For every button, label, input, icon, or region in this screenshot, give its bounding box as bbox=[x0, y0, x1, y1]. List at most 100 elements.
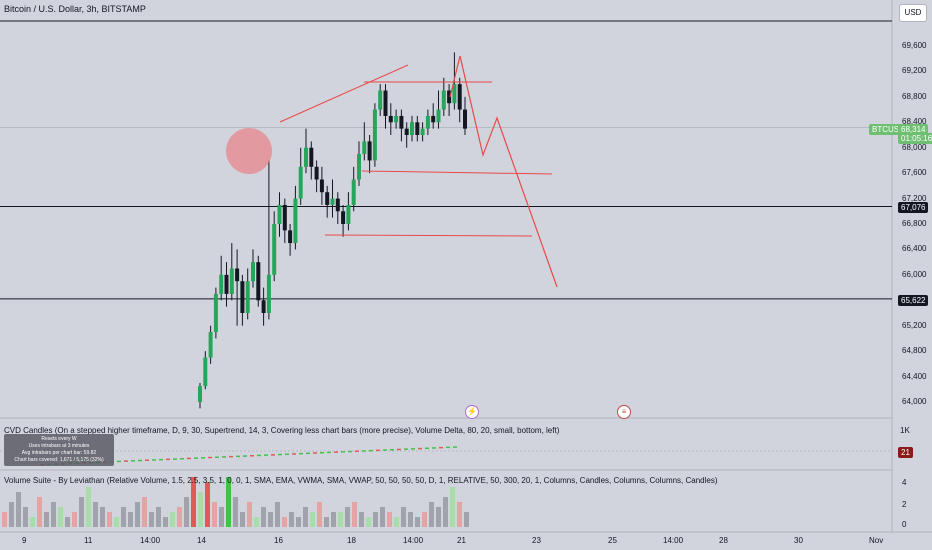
us-flag-icon[interactable]: ≡ bbox=[617, 405, 631, 419]
volume-axis-label: 0 bbox=[902, 520, 907, 529]
cvd-candle bbox=[411, 448, 415, 450]
last-price-tag: 68,314 bbox=[898, 124, 929, 135]
candle-body bbox=[367, 141, 372, 161]
cvd-candle bbox=[117, 460, 121, 463]
price-axis-label: 66,800 bbox=[902, 219, 927, 228]
volume-bar bbox=[464, 512, 469, 527]
time-axis-label: 25 bbox=[608, 536, 617, 545]
price-axis-label: 68,800 bbox=[902, 91, 927, 101]
volume-bar bbox=[247, 502, 252, 527]
candle-body bbox=[394, 115, 399, 123]
volume-bar bbox=[457, 502, 462, 527]
cvd-candle bbox=[229, 455, 233, 458]
info-line: Chart bars covered: 1,671 / 5,175 (32%) bbox=[14, 457, 104, 463]
volume-bar bbox=[422, 512, 427, 527]
candle-body bbox=[319, 179, 324, 193]
cvd-candle bbox=[390, 449, 394, 451]
support-drawing bbox=[324, 234, 533, 237]
volume-bar bbox=[79, 497, 84, 527]
candle-body bbox=[431, 115, 436, 123]
time-axis-label: 28 bbox=[719, 536, 728, 545]
candle-body bbox=[335, 198, 340, 212]
volume-bar bbox=[240, 512, 245, 527]
cvd-candle bbox=[376, 449, 380, 452]
cvd-candle bbox=[327, 451, 331, 454]
price-axis-label: 69,600 bbox=[902, 41, 927, 50]
price-axis-label: 67,200 bbox=[902, 193, 927, 203]
cvd-indicator-label[interactable]: CVD Candles (On a stepped higher timefra… bbox=[4, 426, 560, 435]
volume-bar bbox=[352, 502, 357, 527]
volume-bar bbox=[275, 502, 280, 527]
candle-body bbox=[277, 204, 282, 224]
candle-body bbox=[463, 109, 467, 129]
countdown-tag: 01:05:16 bbox=[898, 133, 932, 144]
candle-body bbox=[452, 84, 457, 104]
cvd-candle bbox=[271, 454, 275, 456]
candle-body bbox=[203, 357, 208, 387]
volume-bar bbox=[450, 487, 455, 527]
time-axis-label: 14:00 bbox=[663, 536, 684, 545]
volume-bar bbox=[86, 487, 91, 527]
volume-bar bbox=[156, 507, 161, 527]
volume-bar bbox=[429, 502, 434, 527]
candle-body bbox=[251, 262, 255, 282]
cvd-candle bbox=[292, 453, 296, 455]
time-axis-label: 9 bbox=[22, 536, 27, 545]
cvd-candle bbox=[152, 459, 156, 461]
candle-body bbox=[298, 166, 303, 199]
candle-body bbox=[447, 90, 452, 104]
candle-body bbox=[309, 147, 314, 167]
volume-bar bbox=[303, 507, 308, 527]
price-axis-label: 68,400 bbox=[902, 117, 927, 127]
cvd-candle bbox=[299, 452, 303, 455]
cvd-candle bbox=[306, 452, 310, 455]
candle-body bbox=[362, 141, 367, 155]
volume-bar bbox=[387, 512, 392, 527]
time-axis-label: 18 bbox=[347, 536, 356, 545]
candle-body bbox=[330, 198, 335, 205]
volume-bar bbox=[121, 507, 126, 527]
delta-value-tag: 21 bbox=[898, 447, 913, 458]
cvd-candle bbox=[404, 448, 408, 450]
candle-body bbox=[410, 122, 414, 135]
volume-bar bbox=[177, 507, 182, 527]
lightning-icon[interactable]: ⚡ bbox=[465, 405, 479, 419]
cvd-candle bbox=[145, 459, 149, 461]
time-axis-label: 16 bbox=[274, 536, 283, 545]
volume-bar bbox=[114, 517, 119, 527]
info-line: Avg intrabars per chart bar: 59.82 bbox=[21, 450, 97, 456]
candle-body bbox=[357, 154, 361, 180]
volume-bar bbox=[44, 512, 49, 527]
volume-bar bbox=[282, 517, 287, 527]
volume-bar bbox=[233, 497, 238, 527]
volume-bar bbox=[93, 502, 98, 527]
volume-bar bbox=[359, 512, 364, 527]
volume-bar bbox=[170, 512, 175, 527]
time-axis-label: 23 bbox=[532, 536, 541, 545]
cvd-candle bbox=[257, 454, 261, 457]
volume-bar bbox=[37, 497, 42, 527]
cvd-candle bbox=[250, 455, 254, 457]
time-axis-label: 14:00 bbox=[140, 536, 161, 545]
candle-body bbox=[457, 84, 462, 110]
cvd-candle bbox=[285, 453, 289, 455]
projection-path-drawing bbox=[449, 55, 558, 288]
currency-button[interactable]: USD bbox=[899, 4, 927, 22]
volume-bar bbox=[219, 507, 224, 527]
candle-body bbox=[378, 90, 383, 110]
volume-bar bbox=[261, 507, 266, 527]
candle-body bbox=[282, 204, 287, 231]
support-drawing bbox=[361, 170, 553, 175]
cvd-candle bbox=[439, 446, 443, 449]
cvd-candle bbox=[243, 455, 247, 457]
volume-indicator-label[interactable]: Volume Suite - By Leviathan (Relative Vo… bbox=[4, 476, 718, 485]
cvd-candle bbox=[208, 456, 212, 459]
candle-body bbox=[420, 128, 425, 135]
level-a-tag: 67,076 bbox=[898, 202, 929, 213]
cvd-candle bbox=[201, 457, 205, 459]
volume-bar bbox=[289, 512, 294, 527]
cvd-candle bbox=[334, 451, 338, 453]
volume-bar bbox=[198, 492, 203, 527]
